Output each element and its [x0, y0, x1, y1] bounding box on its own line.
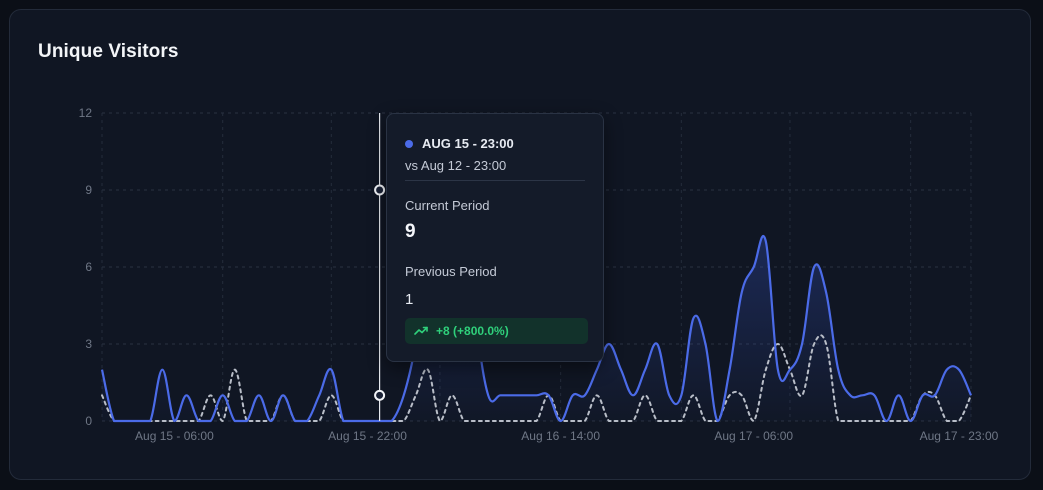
x-tick-label: Aug 17 - 06:00 [714, 429, 793, 443]
y-tick-label: 12 [79, 106, 93, 120]
tooltip-divider [405, 180, 585, 181]
previous-period-value: 1 [405, 291, 414, 308]
change-badge: +8 (+800.0%) [405, 318, 588, 344]
tooltip-header: AUG 15 - 23:00 [405, 136, 514, 151]
tooltip-date: AUG 15 - 23:00 [422, 136, 514, 151]
x-tick-label: Aug 15 - 22:00 [328, 429, 407, 443]
y-tick-label: 6 [85, 260, 92, 274]
current-period-area [102, 158, 971, 422]
hover-point-current [374, 184, 386, 196]
current-period-label: Current Period [405, 198, 490, 213]
x-tick-label: Aug 17 - 23:00 [920, 429, 999, 443]
y-tick-label: 3 [85, 337, 92, 351]
current-period-line [100, 157, 973, 423]
x-axis: Aug 15 - 06:00 Aug 15 - 22:00 Aug 16 - 14:… [135, 429, 999, 443]
current-period-value: 9 [405, 221, 416, 242]
x-tick-label: Aug 16 - 14:00 [521, 429, 600, 443]
previous-period-label: Previous Period [405, 264, 497, 279]
tooltip-compare-date: vs Aug 12 - 23:00 [405, 158, 507, 173]
x-tick-label: Aug 15 - 06:00 [135, 429, 214, 443]
change-value: +8 (+800.0%) [436, 324, 509, 338]
hover-point-previous [374, 389, 386, 401]
y-axis: 0 3 6 9 12 [79, 106, 93, 428]
hover-indicator [374, 113, 386, 421]
y-tick-label: 9 [85, 183, 92, 197]
chart-series [100, 157, 973, 423]
card-title: Unique Visitors [38, 41, 179, 62]
current-series-dot [405, 139, 413, 148]
trending-up-icon [414, 326, 428, 335]
y-tick-label: 0 [85, 414, 92, 428]
chart-tooltip: AUG 15 - 23:00 vs Aug 12 - 23:00 Current… [386, 113, 604, 362]
